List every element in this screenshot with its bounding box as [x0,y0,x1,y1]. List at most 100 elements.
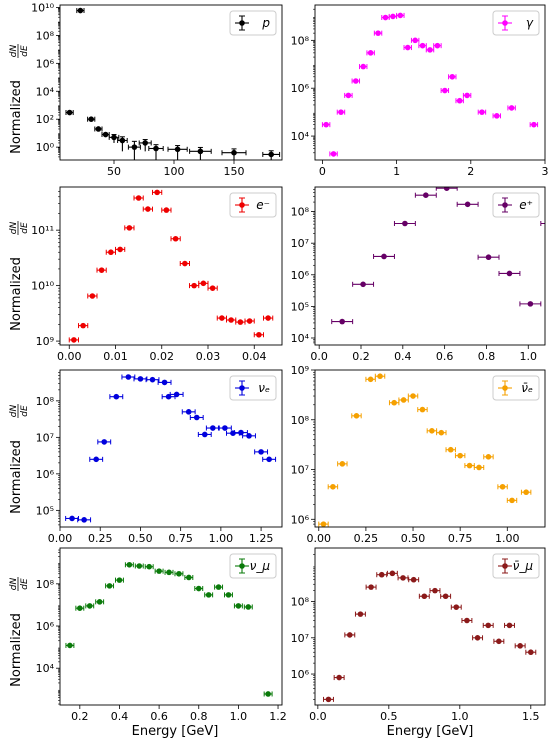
data-marker [432,587,438,594]
data-marker [77,7,84,14]
x-axis-label-right: Energy [GeV] [387,724,474,739]
data-marker [137,376,144,382]
data-point [198,280,209,287]
data-marker [93,456,99,463]
data-point [414,192,437,199]
data-marker [116,577,123,583]
data-marker [113,393,120,400]
data-point [226,430,240,436]
data-marker [182,260,188,267]
data-point [254,449,269,455]
legend-label: e⁻ [256,198,270,212]
axes-frame [314,4,546,161]
series-points [65,374,277,523]
data-point [529,121,539,128]
data-marker [102,131,109,138]
data-marker [246,318,253,324]
data-marker [390,13,396,20]
data-marker [193,414,200,421]
x-tick-label: 0.02 [150,350,175,363]
data-marker [438,429,445,436]
data-marker [86,603,93,609]
data-point [331,318,354,325]
data-marker [419,42,426,49]
data-marker [336,674,342,681]
data-point [152,189,163,196]
x-tick-label: 100 [164,165,185,178]
data-point [407,393,419,399]
x-tick-label: 0 [319,165,326,178]
data-point [435,187,458,191]
y-tick-label: 10⁸ [36,29,55,42]
data-marker [135,195,142,201]
data-point [506,497,518,504]
y-tick-label: 10⁷ [291,464,309,477]
data-marker [339,461,346,467]
data-marker [429,428,435,434]
data-point [65,515,79,522]
data-marker [237,319,244,325]
data-marker [323,121,329,128]
x-tick-label: 0.03 [196,350,221,363]
x-tick-label: 0.6 [150,710,168,723]
x-axis-label-left: Energy [GeV] [132,724,219,739]
data-marker [209,285,216,291]
data-point [97,439,112,445]
data-point [497,483,508,490]
data-point [174,570,184,577]
legend-marker [502,202,508,208]
data-marker [499,483,506,490]
data-marker [245,604,252,610]
data-point [440,87,450,94]
data-marker [427,47,433,53]
panel-6: 10⁶ 10⁷ 10⁸ 10⁹ 0.00 0.25 0.50 0.75 1.00 ν̄ₑ [291,364,546,545]
legend: ν̄_μ [492,553,540,579]
legend: p [229,10,277,36]
data-point [418,42,427,49]
data-point [133,376,148,382]
data-marker [256,331,262,338]
x-tick-label: 0.4 [394,350,412,363]
data-point [124,225,135,231]
data-point [540,220,545,226]
legend-label: νₑ [258,381,270,395]
x-tick-label: 1.0 [520,350,538,363]
x-tick-label: 0.25 [354,532,379,545]
data-marker [464,92,470,99]
y-tick-label: 10¹⁰ [31,1,54,14]
y-tick-label: 10⁸ [291,596,310,609]
data-point [323,696,334,703]
data-point [337,461,348,467]
data-point [514,643,526,649]
x-tick-label: 0.00 [48,532,73,545]
y-label-frac-den: dE [20,45,30,57]
data-point [327,483,339,490]
y-tick-label: 10⁵ [36,504,54,517]
data-point [205,425,220,431]
data-point [217,425,232,431]
data-marker [531,121,537,128]
data-point [234,429,248,436]
data-point [336,109,346,115]
data-point [253,331,264,338]
y-tick-label: 10⁷ [291,632,309,645]
x-tick-label: 1.5 [522,710,540,723]
data-marker [449,73,456,80]
y-tick-label: 10⁸ [291,34,310,47]
data-marker [172,235,179,242]
data-point [396,12,405,19]
data-point [167,145,188,160]
data-marker [142,140,148,146]
data-marker [381,253,387,260]
data-marker [400,397,407,403]
y-tick-label: 10² [36,113,54,126]
data-marker [368,584,374,590]
data-marker [219,315,225,321]
y-label-frac-num: dN [9,222,19,235]
data-point [388,13,398,20]
y-label-frac-den: dE [20,405,30,417]
data-point [142,206,153,212]
y-label-frac-num: dN [9,45,19,58]
y-label-text: Normalized [9,257,24,331]
y-label-text: Normalized [9,440,24,514]
